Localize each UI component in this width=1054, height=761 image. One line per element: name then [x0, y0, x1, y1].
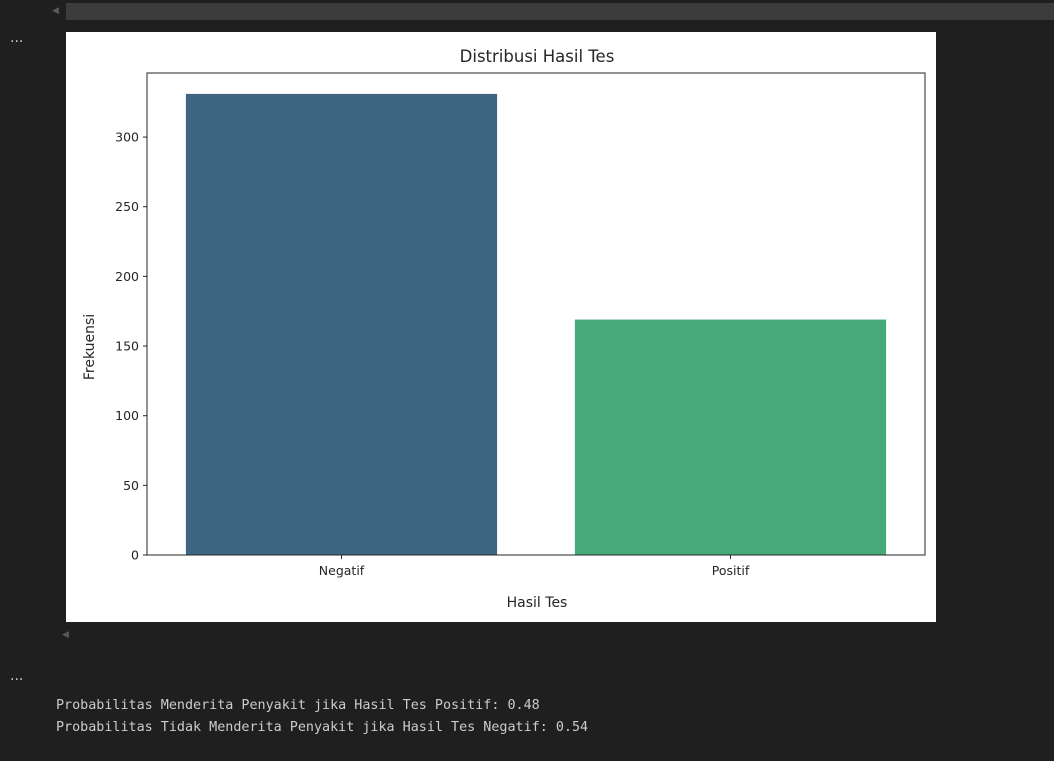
output-line: Probabilitas Menderita Penyakit jika Has… — [56, 698, 540, 713]
y-tick-label: 200 — [115, 269, 139, 284]
y-ticks-group: 0 50 100 150 200 250 300 — [115, 130, 147, 563]
x-tick-label: Positif — [712, 563, 750, 578]
y-tick-label: 150 — [115, 339, 139, 354]
chart-figure: Distribusi Hasil Tes Frekuensi Hasil Tes… — [66, 32, 936, 622]
y-axis-label: Frekuensi — [82, 314, 98, 380]
x-ticks-group: Negatif Positif — [319, 555, 750, 578]
horizontal-scrollbar[interactable] — [66, 3, 1054, 20]
y-tick-label: 300 — [115, 130, 139, 145]
x-axis-label: Hasil Tes — [507, 595, 568, 611]
plot-frame — [146, 72, 926, 556]
y-tick-label: 250 — [115, 199, 139, 214]
chart-title: Distribusi Hasil Tes — [460, 47, 615, 66]
y-tick-label: 100 — [115, 408, 139, 423]
bar-positif — [574, 319, 887, 555]
scroll-left-arrow-icon-2[interactable]: ◀ — [62, 630, 69, 640]
cell-output-more-actions-icon-2[interactable]: ... — [10, 668, 24, 684]
y-tick-label: 0 — [131, 548, 139, 563]
scroll-left-arrow-icon[interactable]: ◀ — [52, 6, 59, 16]
bar-chart: Distribusi Hasil Tes Frekuensi Hasil Tes… — [82, 47, 926, 611]
bars-group — [185, 93, 887, 556]
cell-output-more-actions-icon[interactable]: ... — [10, 30, 24, 46]
x-tick-label: Negatif — [319, 563, 365, 578]
text-output: Probabilitas Menderita Penyakit jika Has… — [56, 695, 588, 739]
y-tick-label: 50 — [123, 478, 139, 493]
output-line: Probabilitas Tidak Menderita Penyakit ji… — [56, 720, 589, 735]
bar-negatif — [185, 93, 498, 556]
